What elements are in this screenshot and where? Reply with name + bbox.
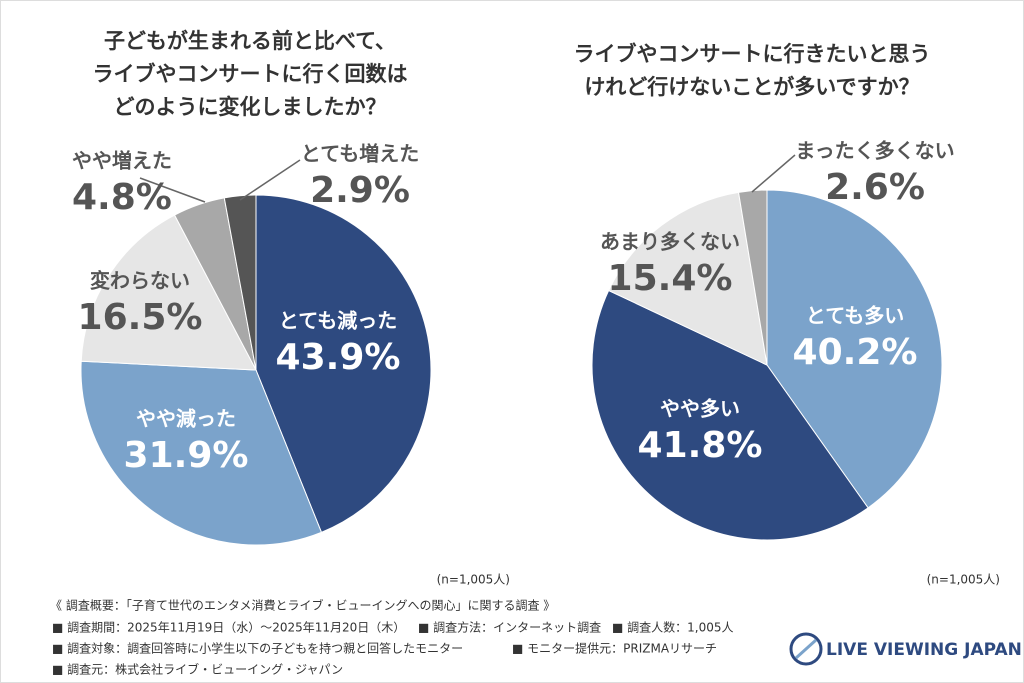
pie-slice xyxy=(591,289,869,541)
sample-note: (n=1,005人) xyxy=(927,573,1000,587)
value-label: 41.8% xyxy=(638,425,763,466)
logo: LIVE VIEWING JAPAN xyxy=(789,632,1022,666)
pie-slice xyxy=(223,194,257,371)
chart-title: ライブやコンサートに行く回数は xyxy=(93,62,408,86)
pie-slice xyxy=(766,189,943,509)
pie-slice xyxy=(607,191,768,366)
pie-slice xyxy=(255,194,432,533)
slice-label: やや増えた xyxy=(72,149,172,173)
chart-title: 子どもが生まれる前と比べて、 xyxy=(104,29,396,53)
value-label: 2.9% xyxy=(310,170,410,211)
leader-line xyxy=(239,159,301,201)
pie-slice xyxy=(80,214,257,371)
slice-label: まったく多くない xyxy=(795,139,954,163)
chart-title: けれど行けないことが多いですか？ xyxy=(584,75,919,99)
value-label: 15.4% xyxy=(608,258,733,299)
logo-mark xyxy=(789,632,823,666)
footer-item: ■ 調査期間：2025年11月19日（水）～2025年11月20日（木） xyxy=(52,621,405,635)
slice-label: やや多い xyxy=(660,397,740,421)
logo-mark xyxy=(794,638,818,660)
leader-line xyxy=(751,154,796,193)
value-label: 4.8% xyxy=(72,177,172,218)
footer-item: ■ 調査対象：調査回答時に小学生以下の子どもを持つ親と回答したモニター xyxy=(52,641,463,656)
value-label: 43.9% xyxy=(276,337,401,378)
slice-label: とても増えた xyxy=(301,142,419,166)
slice-label: とても減った xyxy=(279,309,397,333)
value-label: 31.9% xyxy=(124,435,249,476)
slice-label: 変わらない xyxy=(90,269,190,293)
chart-title: どのように変化しましたか？ xyxy=(114,95,387,119)
footer-item: ■ 調査人数：1,005人 xyxy=(612,620,734,635)
leader-line xyxy=(139,177,206,203)
slice-label: とても多い xyxy=(806,304,904,328)
value-label: 40.2% xyxy=(793,332,918,373)
logo-text: LIVE VIEWING JAPAN xyxy=(826,640,1022,660)
slice-label: やや減った xyxy=(136,407,236,431)
footer-item: ■ 調査元：株式会社ライブ・ビューイング・ジャパン xyxy=(52,662,343,677)
chart-title: ライブやコンサートに行きたいと思う xyxy=(574,42,931,66)
sample-note: (n=1,005人) xyxy=(437,573,510,587)
value-label: 16.5% xyxy=(78,297,203,338)
slice-label: あまり多くない xyxy=(600,230,740,254)
footer-heading: 《 調査概要：「子育て世代のエンタメ消費とライブ・ビューイングへの関心」に関する… xyxy=(50,598,555,613)
value-label: 2.6% xyxy=(825,167,925,208)
pie-slice xyxy=(80,360,323,546)
footer-item: ■ モニター提供元：PRIZMAリサーチ xyxy=(512,641,717,656)
footer-item: ■ 調査方法：インターネット調査 xyxy=(418,620,601,635)
